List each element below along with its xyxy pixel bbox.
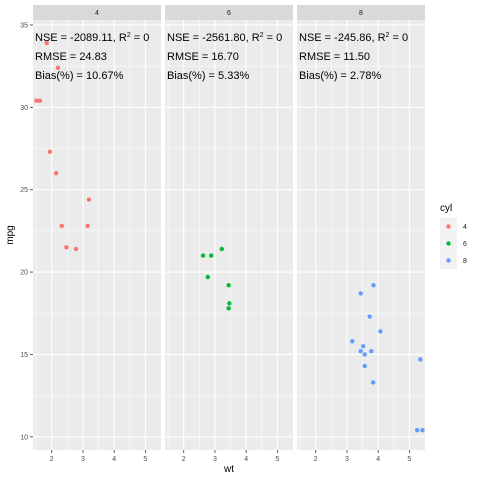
x-tick-label: 2 [182, 456, 186, 463]
y-tick-label: 25 [20, 187, 28, 194]
annotation-bias: Bias(%) = 5.33% [167, 70, 249, 82]
annotation-r2-value: = 0 [131, 32, 150, 44]
legend: cyl 4 6 8 [440, 203, 467, 269]
data-point-cyl8-8 [361, 344, 365, 348]
x-tick-label: 3 [213, 456, 217, 463]
data-point-cyl4-8 [54, 171, 58, 175]
facet-strip-label: 6 [227, 10, 231, 17]
y-tick-label: 15 [20, 352, 28, 359]
data-point-cyl8-9 [358, 349, 362, 353]
legend-key-cyl8 [446, 258, 450, 262]
data-point-cyl4-7 [48, 150, 52, 154]
annotation-rmse: RMSE = 11.50 [299, 51, 370, 63]
data-point-cyl6-6 [206, 275, 210, 279]
x-tick-label: 4 [244, 456, 248, 463]
legend-title: cyl [440, 203, 452, 214]
data-point-cyl6-5 [226, 306, 230, 310]
data-point-cyl6-0 [201, 253, 205, 257]
x-tick-label: 2 [314, 456, 318, 463]
annotation-nse-r2: NSE = -2561.80, R2 = 0 [167, 32, 282, 44]
data-point-cyl8-4 [369, 349, 373, 353]
y-tick-label: 35 [20, 22, 28, 29]
x-axis-title: wt [223, 464, 234, 475]
data-point-cyl8-12 [350, 339, 354, 343]
data-point-cyl8-3 [368, 314, 372, 318]
data-point-cyl8-5 [415, 428, 419, 432]
annotation-r2-value: = 0 [264, 32, 283, 44]
data-point-cyl8-1 [363, 364, 367, 368]
legend-label-cyl4: 4 [463, 224, 467, 231]
data-point-cyl8-10 [371, 380, 375, 384]
annotation-nse-r2: NSE = -245.86, R2 = 0 [299, 32, 408, 44]
data-point-cyl6-4 [226, 283, 230, 287]
data-point-cyl8-2 [378, 329, 382, 333]
annotation-nse-text: NSE = -245.86, R [299, 32, 386, 44]
annotation-bias: Bias(%) = 10.67% [35, 70, 124, 82]
data-point-cyl8-0 [358, 291, 362, 295]
facet-strip-label: 8 [359, 10, 363, 17]
data-point-cyl6-1 [209, 253, 213, 257]
data-point-cyl8-6 [420, 428, 424, 432]
data-point-cyl4-10 [74, 247, 78, 251]
data-point-cyl8-11 [371, 283, 375, 287]
x-tick-label: 5 [407, 456, 411, 463]
annotation-r2-value: = 0 [389, 32, 408, 44]
x-tick-label: 4 [376, 456, 380, 463]
x-tick-label: 4 [112, 456, 116, 463]
annotation-nse-r2: NSE = -2089.11, R2 = 0 [35, 32, 149, 44]
legend-label-cyl6: 6 [463, 241, 467, 248]
x-tick-label: 5 [143, 456, 147, 463]
data-point-cyl8-13 [363, 352, 367, 356]
annotation-rmse: RMSE = 24.83 [35, 51, 107, 63]
legend-key-cyl6 [446, 241, 450, 245]
facet-strip-label: 4 [95, 10, 99, 17]
x-tick-label: 3 [345, 456, 349, 463]
x-tick-label: 3 [81, 456, 85, 463]
x-tick-label: 5 [275, 456, 279, 463]
data-point-cyl8-7 [418, 357, 422, 361]
y-tick-label: 20 [20, 270, 28, 277]
annotation-rmse: RMSE = 16.70 [167, 51, 239, 63]
data-point-cyl6-2 [220, 247, 224, 251]
data-point-cyl4-2 [85, 224, 89, 228]
legend-key-cyl4 [446, 224, 450, 228]
data-point-cyl4-9 [34, 99, 38, 103]
y-axis-title: mpg [5, 225, 16, 244]
data-point-cyl6-3 [227, 301, 231, 305]
x-tick-label: 2 [50, 456, 54, 463]
data-point-cyl4-0 [60, 224, 64, 228]
data-point-cyl4-6 [64, 245, 68, 249]
annotation-nse-text: NSE = -2089.11, R [35, 32, 127, 44]
y-tick-label: 30 [20, 105, 28, 112]
annotation-nse-text: NSE = -2561.80, R [167, 32, 260, 44]
data-point-cyl4-1 [87, 197, 91, 201]
annotation-bias: Bias(%) = 2.78% [299, 70, 381, 82]
legend-label-cyl8: 8 [463, 258, 467, 265]
y-tick-label: 10 [20, 434, 28, 441]
